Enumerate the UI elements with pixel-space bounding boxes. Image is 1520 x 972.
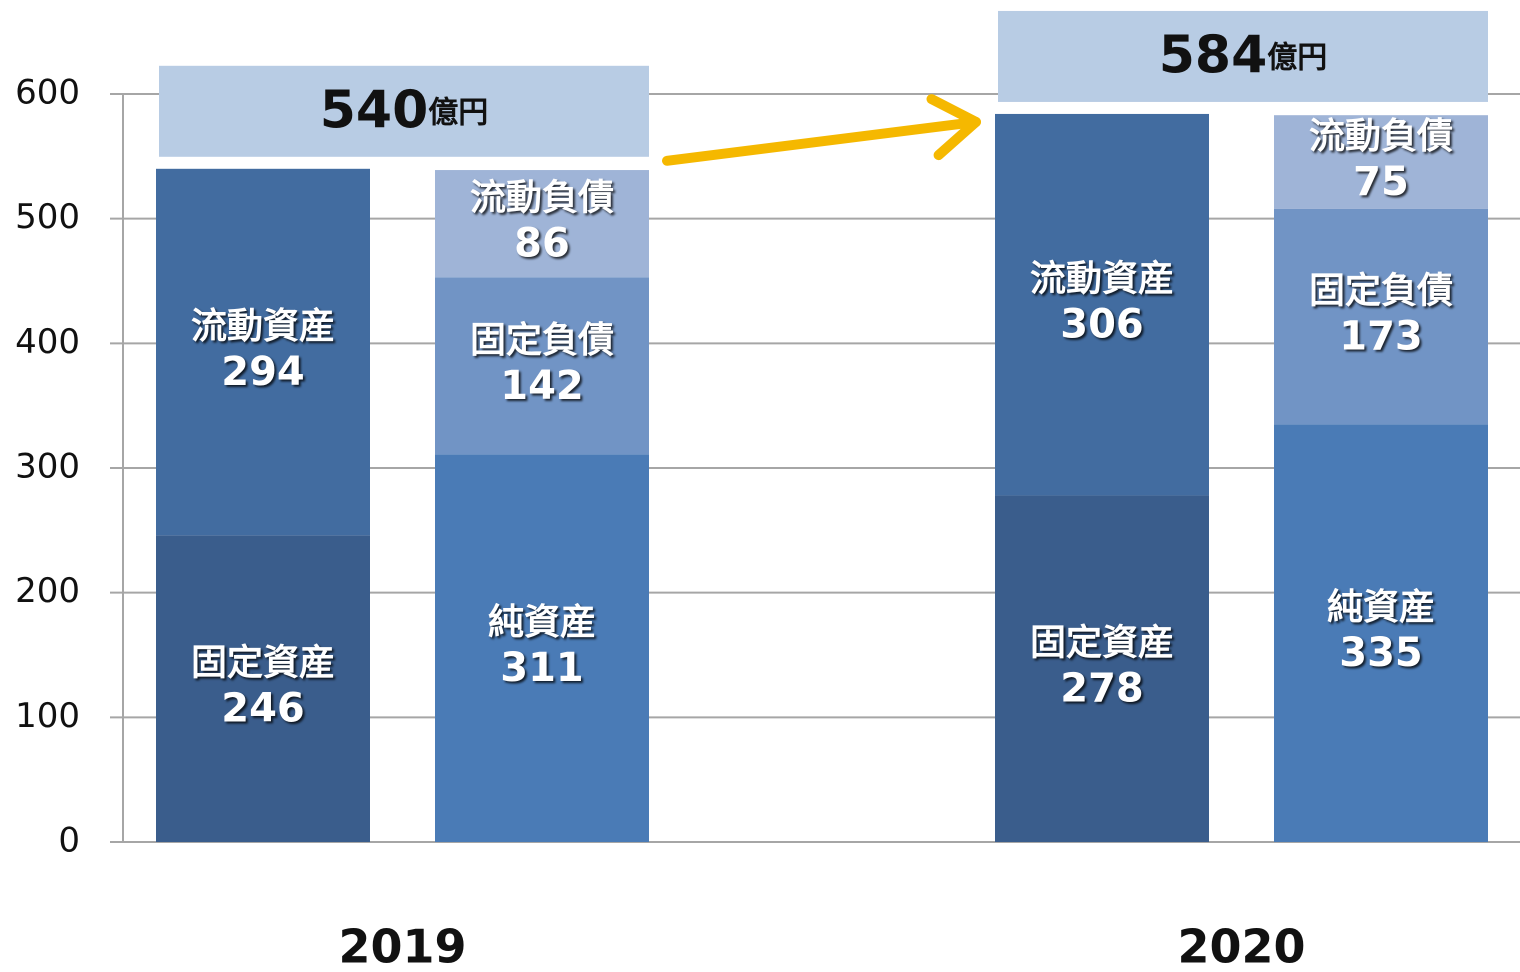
bar-segment [156, 535, 370, 842]
y-tick-label: 300 [15, 447, 80, 487]
data-label: 335 [1339, 630, 1423, 676]
segment-name: 固定資産 [191, 643, 335, 684]
bar-segment [1274, 424, 1488, 842]
segment-name: 固定資産 [1030, 623, 1174, 664]
arrow-shaft [662, 116, 981, 166]
y-tick-label: 100 [15, 696, 80, 736]
total-box [159, 65, 649, 157]
segment-name: 流動資産 [1030, 259, 1174, 300]
total-label: 540億円 [320, 80, 489, 140]
arrow-head [926, 94, 981, 161]
y-tick-label: 600 [15, 73, 80, 113]
total-unit: 億円 [428, 95, 488, 130]
x-tick-label: 2020 [1177, 920, 1305, 972]
bar-segment [435, 454, 649, 842]
data-label: 278 [1060, 666, 1144, 712]
total-unit: 億円 [1267, 40, 1327, 75]
data-label: 311 [500, 645, 584, 691]
bar-segment [1274, 115, 1488, 209]
data-label: 246 [221, 686, 305, 732]
y-tick-label: 400 [15, 322, 80, 362]
x-tick-label: 2019 [338, 920, 466, 972]
bar-segment [995, 495, 1209, 842]
segment-name: 流動負債 [1309, 116, 1453, 157]
bar-segment [995, 113, 1209, 496]
total-value: 540 [320, 80, 429, 140]
bar-segment [435, 170, 649, 278]
data-label: 86 [514, 221, 570, 267]
bar-segment [435, 277, 649, 455]
total-label: 584億円 [1159, 25, 1328, 85]
segment-name: 流動資産 [191, 306, 335, 347]
y-tick-label: 200 [15, 571, 80, 611]
segment-name: 純資産 [488, 602, 596, 643]
segment-name: 固定負債 [470, 320, 614, 361]
data-label: 173 [1339, 314, 1423, 360]
data-label: 75 [1353, 159, 1409, 205]
data-label: 306 [1060, 302, 1144, 348]
total-box [998, 10, 1488, 102]
bar-segment [1274, 208, 1488, 425]
y-tick-label: 0 [58, 821, 80, 861]
bar-segment [156, 168, 370, 536]
segment-name: 純資産 [1327, 587, 1435, 628]
total-value: 584 [1159, 25, 1268, 85]
y-tick-label: 500 [15, 197, 80, 237]
data-label: 142 [500, 363, 584, 409]
segment-name: 流動負債 [470, 178, 614, 219]
data-label: 294 [221, 349, 305, 395]
segment-name: 固定負債 [1309, 271, 1453, 312]
